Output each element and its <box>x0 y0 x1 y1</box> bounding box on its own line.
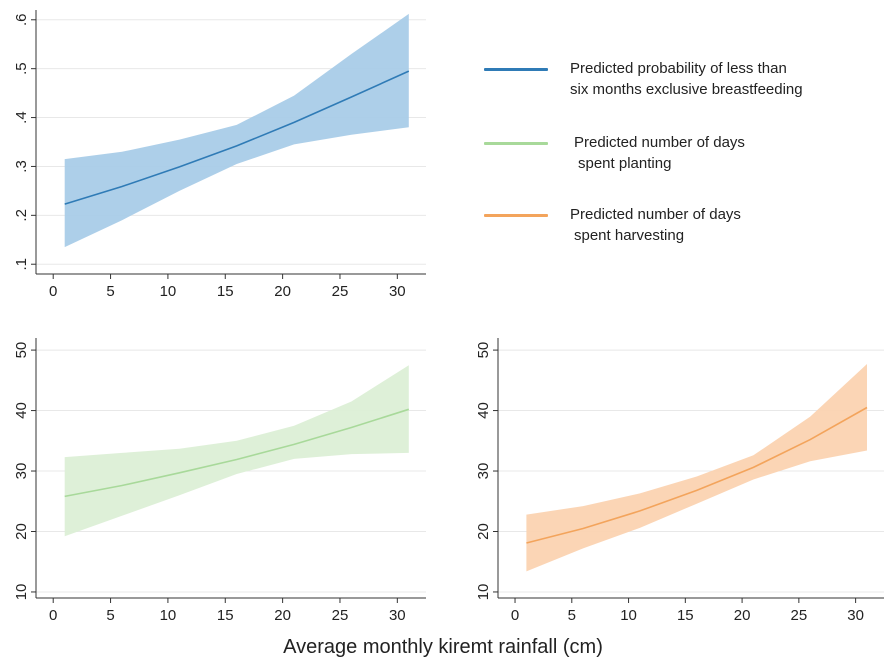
panel-planting: 10 20 30 40 50 0 5 10 15 20 25 30 <box>13 338 426 624</box>
x-tick-label: 25 <box>791 607 808 624</box>
x-tick-label: 20 <box>274 283 291 300</box>
y-tick-label: .5 <box>13 62 30 75</box>
legend-line-1: Predicted number of days <box>574 134 745 151</box>
x-tick-label: 0 <box>49 283 57 300</box>
y-tick-label: .2 <box>13 209 30 222</box>
y-tick-label: .3 <box>13 160 30 173</box>
x-tick-label: 30 <box>847 607 864 624</box>
legend-line-1: Predicted number of days <box>570 206 741 223</box>
x-tick-label: 5 <box>106 607 114 624</box>
legend-swatch-planting <box>484 142 548 145</box>
y-tick-label: 40 <box>475 402 492 419</box>
x-tick-label: 15 <box>217 283 234 300</box>
confidence-band <box>64 365 409 537</box>
y-tick-label: 20 <box>13 523 30 540</box>
x-tick-label: 30 <box>389 283 406 300</box>
legend-line-2: spent planting <box>578 155 672 172</box>
legend-label-breastfeeding: Predicted probability of less than six m… <box>570 58 803 100</box>
y-tick-label: 50 <box>475 342 492 359</box>
confidence-band <box>64 13 409 248</box>
y-tick-label: .6 <box>13 14 30 27</box>
legend-swatch-breastfeeding <box>484 68 548 71</box>
x-tick-label: 5 <box>106 283 114 300</box>
y-tick-label: 30 <box>13 463 30 480</box>
legend-line-1: Predicted probability of less than <box>570 60 787 77</box>
legend-swatch-harvesting <box>484 214 548 217</box>
fitted-line <box>64 408 410 498</box>
legend-line-2: spent harvesting <box>574 227 685 244</box>
y-tick-label: .4 <box>13 111 30 124</box>
x-tick-label: 5 <box>568 607 576 624</box>
panel-harvesting: 10 20 30 40 50 0 5 10 15 20 25 30 <box>475 338 884 624</box>
x-tick-label: 20 <box>734 607 751 624</box>
y-tick-label: 10 <box>13 584 30 601</box>
y-tick-label: .1 <box>13 258 30 271</box>
legend: Predicted probability of less than six m… <box>480 0 880 300</box>
x-tick-label: 0 <box>49 607 57 624</box>
fitted-line <box>64 70 410 205</box>
legend-label-planting: Predicted number of days spent planting <box>574 132 745 174</box>
x-tick-label: 10 <box>160 283 177 300</box>
y-tick-label: 10 <box>475 584 492 601</box>
x-tick-label: 30 <box>389 607 406 624</box>
fitted-line <box>526 406 868 544</box>
y-tick-label: 30 <box>475 463 492 480</box>
confidence-band <box>526 364 867 572</box>
x-tick-label: 25 <box>332 607 349 624</box>
x-tick-label: 15 <box>677 607 694 624</box>
legend-line-2: six months exclusive breastfeeding <box>570 81 803 98</box>
x-tick-label: 25 <box>332 283 349 300</box>
x-tick-label: 10 <box>620 607 637 624</box>
y-tick-label: 20 <box>475 523 492 540</box>
y-tick-label: 40 <box>13 402 30 419</box>
y-tick-label: 50 <box>13 342 30 359</box>
panel-breastfeeding: .1 .2 .3 .4 .5 .6 0 5 10 15 20 25 30 <box>13 10 426 300</box>
x-tick-label: 10 <box>160 607 177 624</box>
x-tick-label: 20 <box>274 607 291 624</box>
legend-label-harvesting: Predicted number of days spent harvestin… <box>570 204 741 246</box>
x-tick-label: 15 <box>217 607 234 624</box>
x-axis-label: Average monthly kiremt rainfall (cm) <box>283 636 603 658</box>
x-tick-label: 0 <box>511 607 519 624</box>
